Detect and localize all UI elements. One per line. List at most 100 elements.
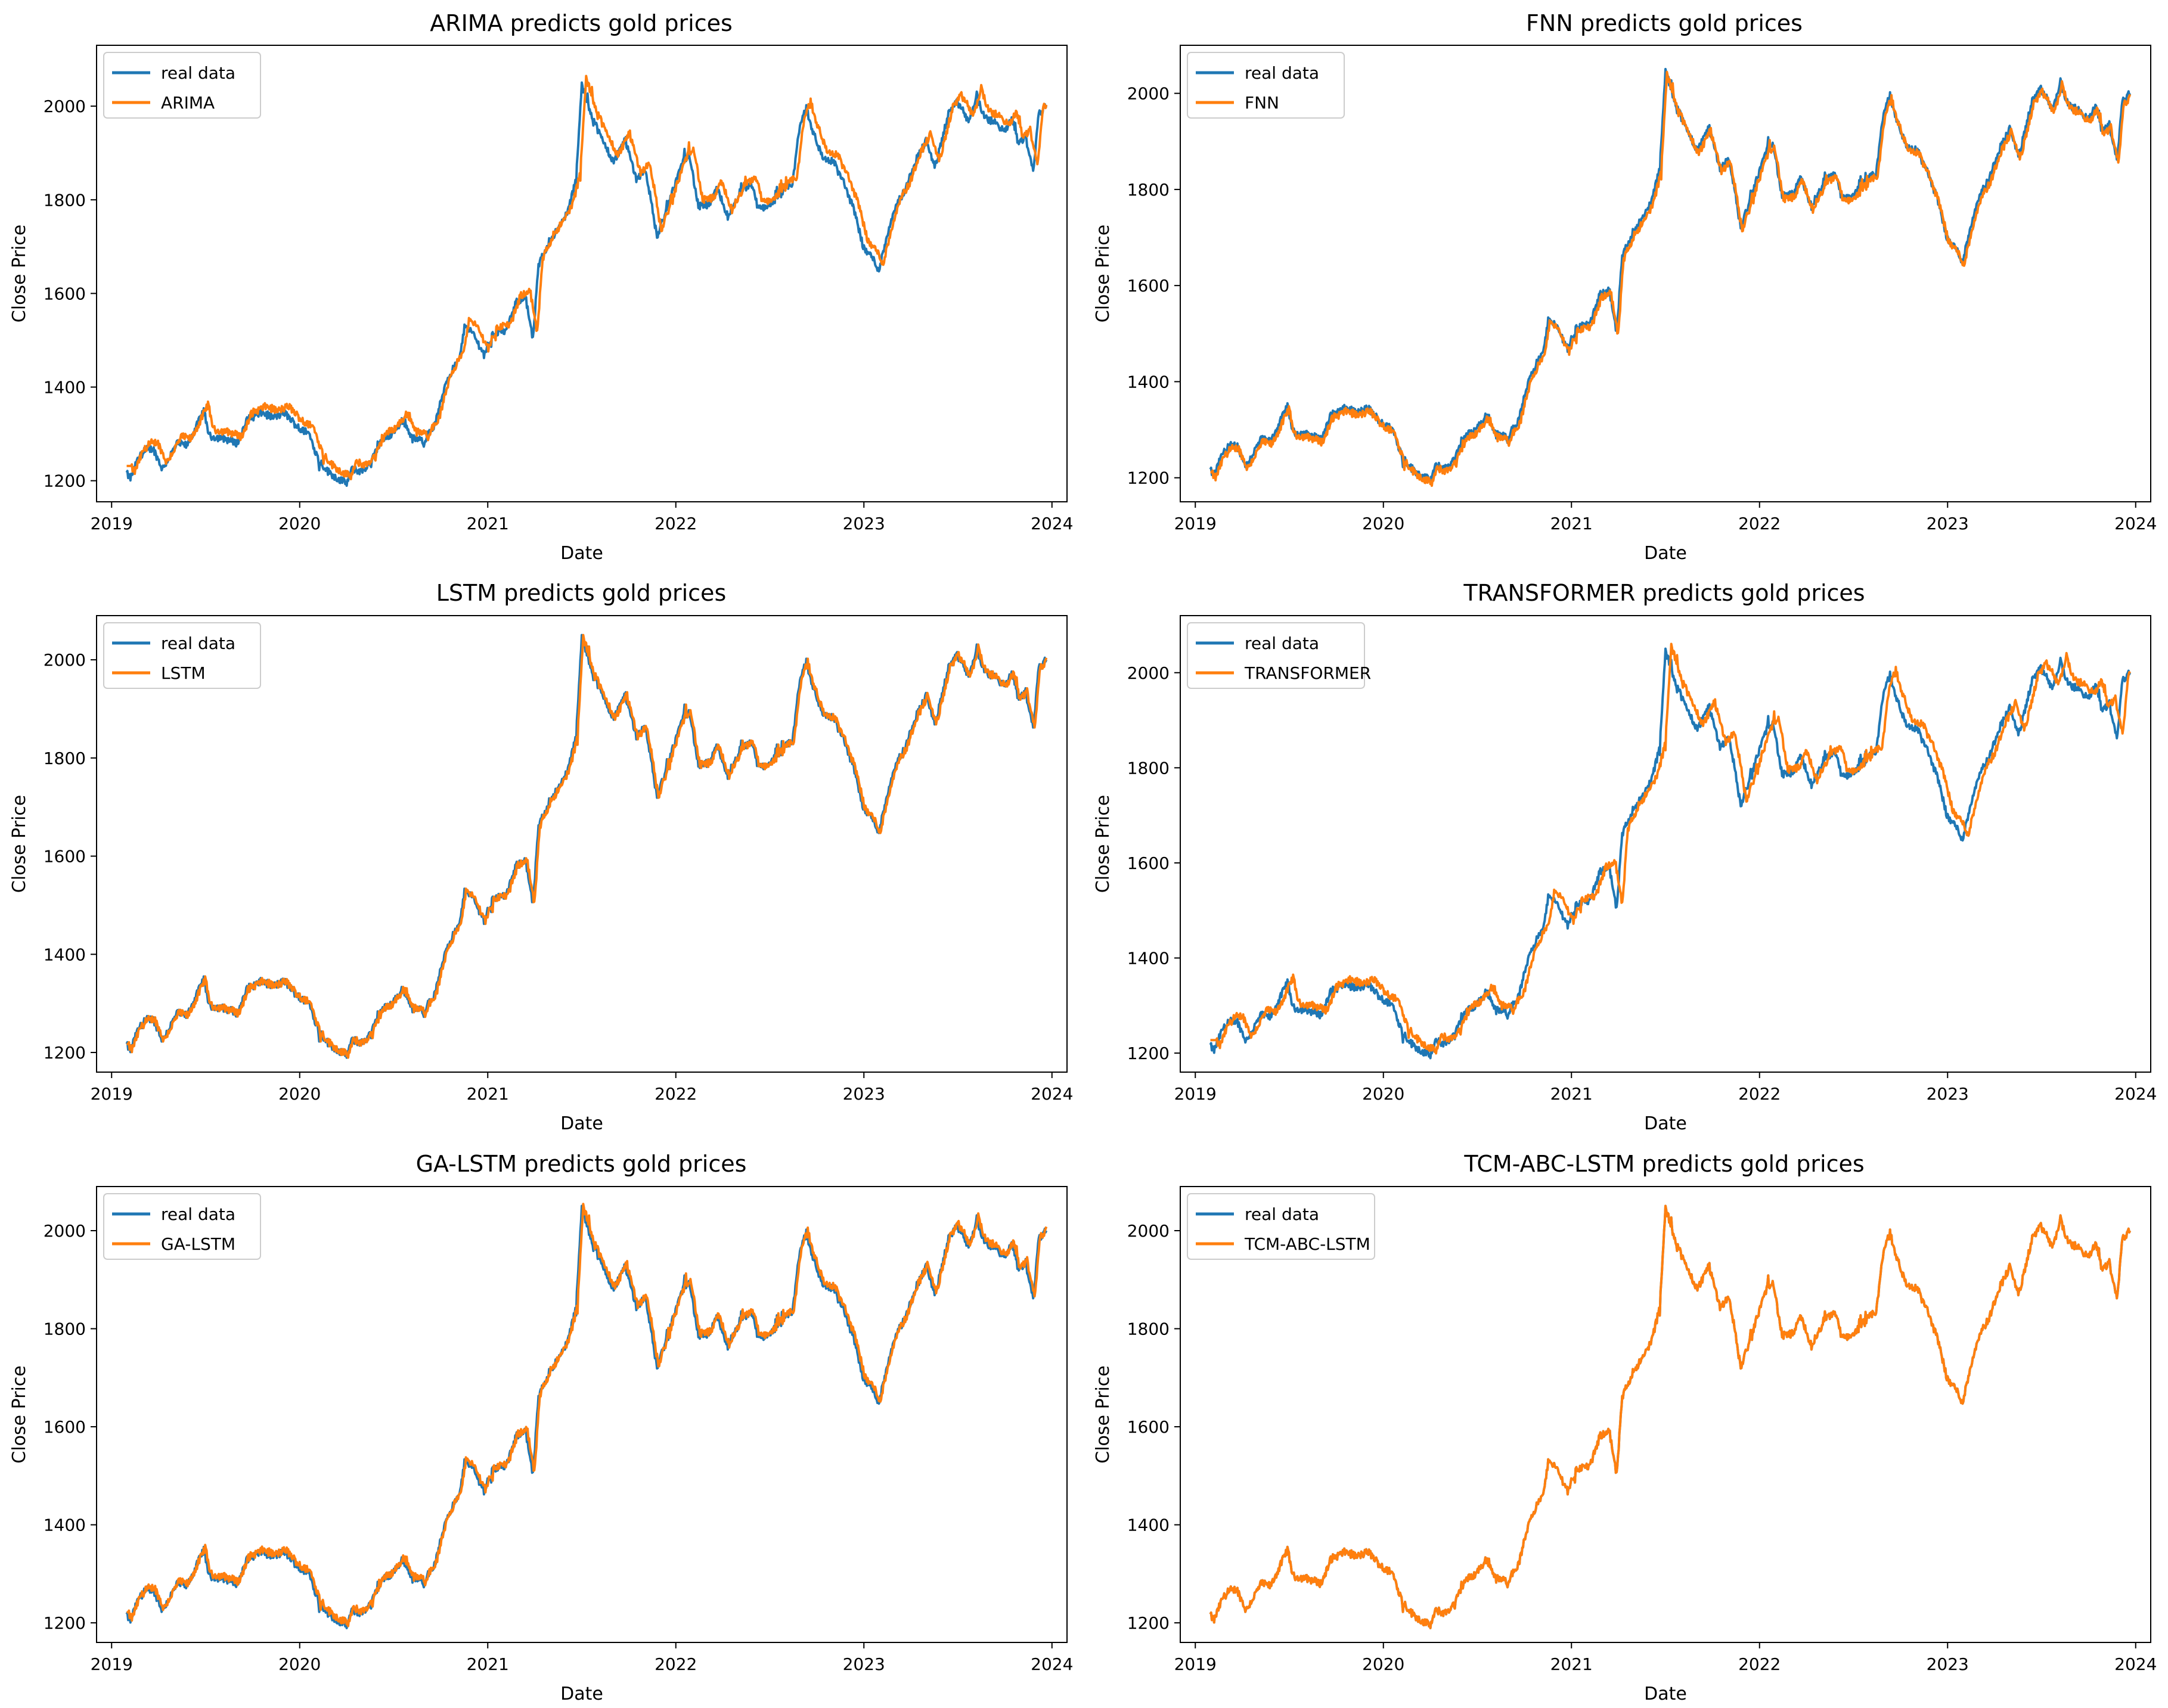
x-tick-label: 2023 bbox=[843, 1654, 885, 1674]
legend: real data GA-LSTM bbox=[103, 1193, 261, 1260]
plot-lines bbox=[1209, 642, 2132, 1060]
legend-label-real: real data bbox=[161, 63, 235, 83]
y-axis-label: Close Price bbox=[1093, 1365, 1114, 1463]
chart-panel-5: GA-LSTM predicts gold prices 2019 2020 2021… bbox=[9, 1151, 1073, 1704]
legend-label-pred: ARIMA bbox=[161, 93, 215, 113]
y-tick-label: 1600 bbox=[44, 1417, 86, 1437]
chart-panel-6: TCM-ABC-LSTM predicts gold prices 2019 202… bbox=[1093, 1151, 2157, 1704]
axes-frame bbox=[96, 615, 1068, 1073]
chart-title: ARIMA predicts gold prices bbox=[430, 10, 733, 36]
series-line-tcm-abc-lstm bbox=[1209, 1204, 2132, 1629]
chart-title: TCM-ABC-LSTM predicts gold prices bbox=[1463, 1151, 1864, 1177]
x-axis-label: Date bbox=[1644, 1684, 1687, 1704]
x-tick-label: 2024 bbox=[2114, 1654, 2157, 1674]
legend: real data ARIMA bbox=[103, 52, 261, 119]
y-tick-label: 1800 bbox=[1127, 1319, 1170, 1339]
x-tick-label: 2019 bbox=[91, 1654, 133, 1674]
x-tick-label: 2020 bbox=[1362, 514, 1404, 533]
chart-title: GA-LSTM predicts gold prices bbox=[416, 1151, 747, 1177]
x-tick-label: 2021 bbox=[467, 1654, 509, 1674]
x-tick-label: 2022 bbox=[1738, 1084, 1781, 1104]
series-line-transformer bbox=[1209, 642, 2131, 1055]
chart-title: LSTM predicts gold prices bbox=[436, 580, 727, 606]
x-tick-label: 2022 bbox=[1738, 1654, 1781, 1674]
x-axis-label: Date bbox=[1644, 543, 1687, 564]
y-tick-label: 1600 bbox=[1127, 276, 1170, 296]
y-axis-label: Close Price bbox=[9, 225, 30, 322]
x-tick-label: 2019 bbox=[1174, 1654, 1217, 1674]
x-tick-label: 2019 bbox=[1174, 1084, 1217, 1104]
y-tick-label: 1600 bbox=[1127, 1417, 1170, 1437]
x-axis-label: Date bbox=[560, 1684, 603, 1704]
axes-frame bbox=[96, 1186, 1068, 1643]
x-tick-label: 2020 bbox=[1362, 1084, 1404, 1104]
legend-label-pred: LSTM bbox=[161, 663, 206, 683]
legend-label-real: real data bbox=[1245, 63, 1319, 83]
x-tick-label: 2022 bbox=[655, 1084, 697, 1104]
chart-panel-3: LSTM predicts gold prices 2019 2020 2021 202… bbox=[9, 580, 1073, 1134]
x-tick-label: 2022 bbox=[655, 1654, 697, 1674]
x-tick-label: 2019 bbox=[1174, 514, 1217, 533]
legend: real data FNN bbox=[1187, 52, 1345, 119]
y-axis-label: Close Price bbox=[1093, 225, 1114, 322]
x-tick-label: 2024 bbox=[2114, 514, 2157, 533]
legend-label-pred: FNN bbox=[1245, 93, 1279, 113]
chart-panel-2: FNN predicts gold prices 2019 2020 2021 2022… bbox=[1093, 10, 2157, 564]
chart-panel-4: TRANSFORMER predicts gold prices 2019 2020… bbox=[1093, 580, 2157, 1134]
x-tick-label: 2019 bbox=[91, 1084, 133, 1104]
x-tick-label: 2023 bbox=[1927, 514, 1969, 533]
x-tick-label: 2020 bbox=[278, 1084, 321, 1104]
y-tick-label: 1800 bbox=[1127, 758, 1170, 778]
y-tick-label: 1600 bbox=[44, 847, 86, 867]
x-tick-label: 2023 bbox=[843, 514, 885, 533]
x-tick-label: 2021 bbox=[1550, 1084, 1593, 1104]
x-tick-label: 2021 bbox=[467, 514, 509, 533]
series-line-lstm bbox=[126, 633, 1048, 1059]
x-tick-label: 2024 bbox=[1031, 1654, 1073, 1674]
y-tick-label: 2000 bbox=[44, 650, 86, 670]
y-tick-label: 1600 bbox=[44, 284, 86, 303]
x-tick-label: 2019 bbox=[91, 514, 133, 533]
plot-lines bbox=[125, 1203, 1048, 1629]
y-tick-label: 1800 bbox=[1127, 180, 1170, 200]
series-line-fnn bbox=[1209, 70, 2132, 487]
legend-box bbox=[1187, 1193, 1375, 1260]
y-tick-label: 1200 bbox=[44, 1043, 86, 1063]
x-tick-label: 2020 bbox=[278, 514, 321, 533]
y-tick-label: 1400 bbox=[44, 945, 86, 964]
x-axis-label: Date bbox=[1644, 1113, 1687, 1134]
plot-lines bbox=[125, 74, 1048, 487]
plot-lines bbox=[1209, 67, 2132, 487]
x-tick-label: 2024 bbox=[2114, 1084, 2157, 1104]
y-tick-label: 2000 bbox=[44, 97, 86, 116]
chart-title: FNN predicts gold prices bbox=[1526, 10, 1803, 36]
chart-title: TRANSFORMER predicts gold prices bbox=[1463, 580, 1865, 606]
legend-label-pred: TRANSFORMER bbox=[1244, 663, 1371, 683]
x-tick-label: 2022 bbox=[1738, 514, 1781, 533]
series-line-ga-lstm bbox=[126, 1203, 1048, 1628]
y-tick-label: 1400 bbox=[44, 1516, 86, 1535]
x-tick-label: 2022 bbox=[655, 514, 697, 533]
y-tick-label: 1600 bbox=[1127, 853, 1170, 873]
y-axis-label: Close Price bbox=[9, 1365, 30, 1463]
y-tick-label: 2000 bbox=[44, 1221, 86, 1241]
x-tick-label: 2023 bbox=[1927, 1654, 1969, 1674]
x-tick-label: 2024 bbox=[1031, 1084, 1073, 1104]
legend-label-real: real data bbox=[1245, 1204, 1319, 1224]
plot-lines bbox=[125, 633, 1048, 1059]
x-axis-label: Date bbox=[560, 1113, 603, 1134]
legend-label-pred: GA-LSTM bbox=[161, 1234, 235, 1254]
legend-label-pred: TCM-ABC-LSTM bbox=[1244, 1234, 1370, 1254]
y-tick-label: 1200 bbox=[1127, 1044, 1170, 1063]
x-tick-label: 2021 bbox=[1550, 514, 1593, 533]
y-tick-label: 1800 bbox=[44, 749, 86, 768]
x-tick-label: 2021 bbox=[467, 1084, 509, 1104]
y-axis-label: Close Price bbox=[9, 795, 30, 893]
legend-label-real: real data bbox=[161, 633, 235, 653]
x-tick-label: 2021 bbox=[1550, 1654, 1593, 1674]
legend: real data TRANSFORMER bbox=[1187, 622, 1371, 689]
y-tick-label: 2000 bbox=[1127, 84, 1170, 104]
chart-panel-1: ARIMA predicts gold prices 2019 2020 2021 20… bbox=[9, 10, 1073, 564]
legend-label-real: real data bbox=[1245, 633, 1319, 653]
